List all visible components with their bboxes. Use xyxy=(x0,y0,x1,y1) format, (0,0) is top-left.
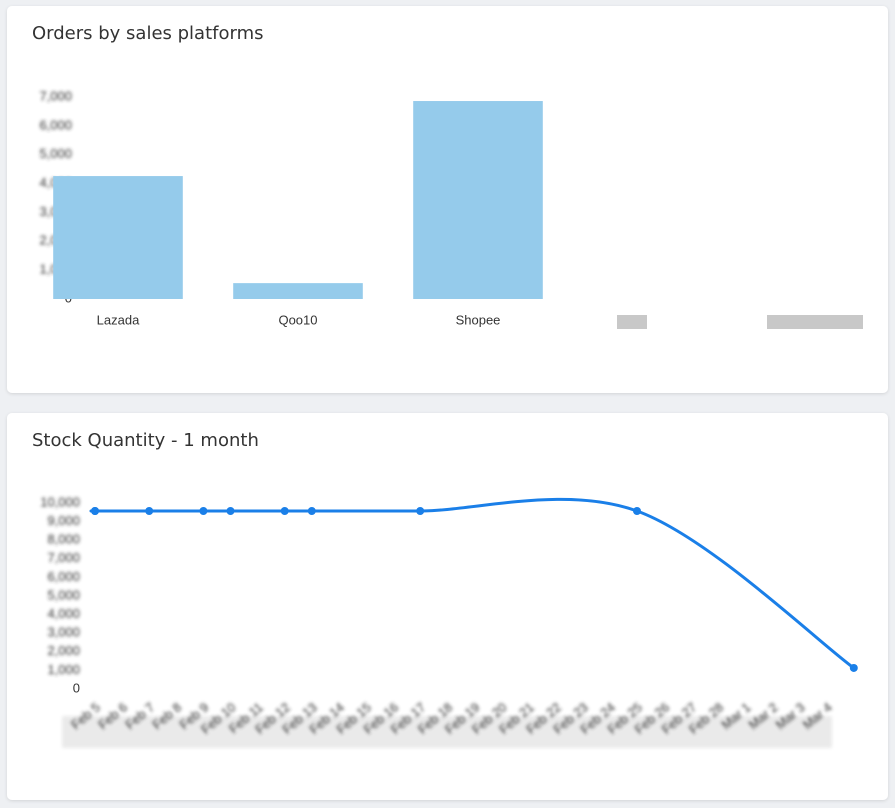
y-tick-label: 3,000 xyxy=(47,625,80,640)
x-tick-label: Qoo10 xyxy=(278,312,317,327)
y-tick-label: 9,000 xyxy=(47,513,80,528)
card-title: Orders by sales platforms xyxy=(32,23,264,44)
obscured-label xyxy=(617,315,647,329)
point xyxy=(91,506,99,515)
bar xyxy=(53,176,183,299)
y-tick-label: 5,000 xyxy=(39,146,72,161)
y-tick-label: 7,000 xyxy=(39,88,72,103)
point xyxy=(633,506,641,515)
y-tick-label: 5,000 xyxy=(47,587,80,602)
y-tick-label: 6,000 xyxy=(47,569,80,584)
point xyxy=(849,663,858,672)
card-title: Stock Quantity - 1 month xyxy=(32,430,259,451)
y-tick-label: 7,000 xyxy=(47,550,80,565)
y-tick-label: 0 xyxy=(73,680,80,695)
y-tick-label: 8,000 xyxy=(47,532,80,547)
y-tick-label: 1,000 xyxy=(47,662,80,677)
point xyxy=(226,506,235,515)
y-tick-label: 2,000 xyxy=(47,643,80,658)
obscured-labels xyxy=(62,716,832,748)
point xyxy=(199,506,208,515)
x-tick-label: Shopee xyxy=(456,312,501,327)
y-tick-label: 6,000 xyxy=(39,117,72,132)
point xyxy=(307,506,316,515)
y-tick-label: 4,000 xyxy=(47,606,80,621)
bar xyxy=(233,283,363,299)
x-tick-label: Lazada xyxy=(97,312,140,327)
y-tick-label: 10,000 xyxy=(40,494,80,509)
point xyxy=(416,506,425,515)
bar xyxy=(413,101,543,299)
point xyxy=(145,506,154,515)
obscured-label xyxy=(767,315,863,329)
point xyxy=(280,506,289,515)
